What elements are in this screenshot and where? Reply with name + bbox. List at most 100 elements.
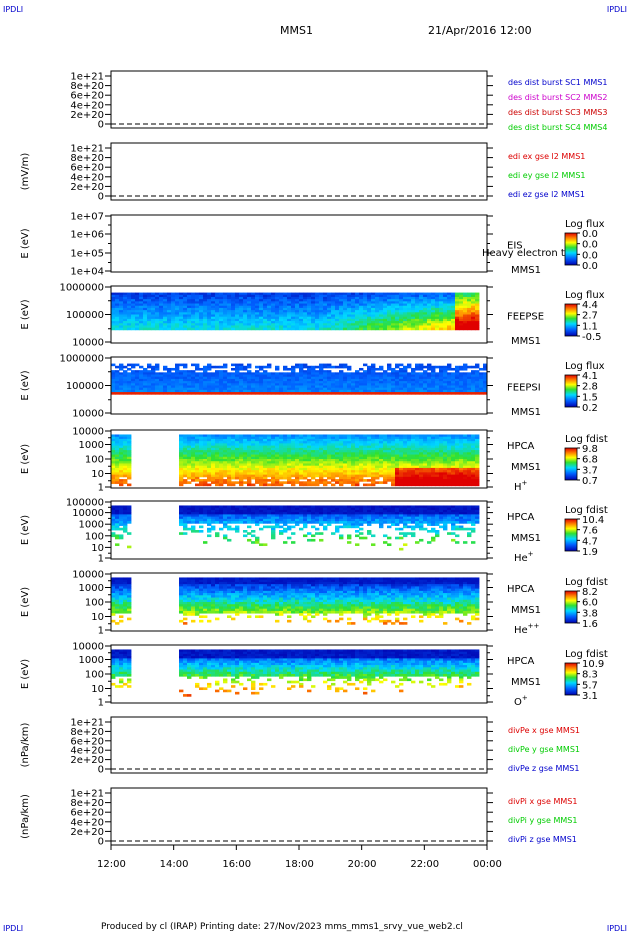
- spectrogram-cell: [267, 305, 272, 309]
- spectrogram-cell: [235, 454, 240, 458]
- spectrogram-cell: [379, 465, 384, 469]
- spectrogram-cell: [379, 321, 384, 324]
- spectrogram-cell: [371, 367, 376, 371]
- spectrogram-cell: [179, 294, 184, 298]
- spectrogram-cell: [431, 294, 436, 298]
- spectrogram-cell: [451, 307, 456, 311]
- spectrogram-cell: [227, 316, 232, 320]
- spectrogram-cell: [115, 450, 120, 453]
- spectrogram-cell: [467, 445, 472, 449]
- spectrogram-cell: [211, 301, 216, 304]
- spectrogram-cell: [119, 318, 124, 322]
- spectrogram-cell: [395, 299, 400, 302]
- spectrogram-cell: [223, 447, 228, 451]
- spectrogram-cell: [311, 296, 316, 300]
- spectrogram-cell: [203, 383, 208, 386]
- spectrogram-cell: [139, 299, 144, 302]
- spectrogram-cell: [367, 372, 372, 375]
- spectrogram-cell: [427, 307, 432, 311]
- spectrogram-cell: [271, 467, 276, 471]
- spectrogram-cell: [415, 472, 420, 476]
- spectrogram-cell: [475, 376, 480, 380]
- spectrogram-cell: [463, 323, 468, 326]
- spectrogram-cell: [243, 474, 248, 478]
- spectrogram-cell: [187, 459, 192, 462]
- spectrogram-cell: [395, 392, 400, 395]
- spectrogram-cell: [139, 387, 144, 391]
- spectrogram-cell: [123, 512, 128, 515]
- spectrogram-cell: [159, 321, 164, 324]
- spectrogram-cell: [123, 365, 128, 369]
- spectrogram-cell: [307, 301, 312, 304]
- spectrogram-cell: [299, 389, 304, 393]
- spectrogram-cell: [131, 372, 136, 375]
- spectrogram-cell: [119, 307, 124, 311]
- spectrogram-cell: [159, 383, 164, 386]
- spectrogram-cell: [123, 472, 128, 476]
- spectrogram-cell: [115, 376, 120, 380]
- spectrogram-cell: [383, 370, 388, 373]
- spectrogram-cell: [415, 443, 420, 447]
- spectrogram-cell: [307, 472, 312, 476]
- spectrogram-cell: [439, 310, 444, 313]
- spectrogram-cell: [327, 323, 332, 326]
- spectrogram-cell: [419, 459, 424, 462]
- spectrogram-cell: [251, 378, 256, 382]
- spectrogram-cell: [203, 314, 208, 318]
- spectrogram-cell: [351, 463, 356, 467]
- spectrogram-cell: [115, 383, 120, 386]
- spectrogram-cell: [179, 385, 184, 389]
- spectrogram-cell: [375, 327, 380, 331]
- spectrogram-cell: [235, 518, 240, 522]
- spectrogram-cell: [183, 463, 188, 467]
- spectrogram-cell: [275, 383, 280, 386]
- spectrogram-cell: [307, 310, 312, 313]
- spectrogram-cell: [243, 443, 248, 447]
- spectrogram-cell: [187, 314, 192, 318]
- spectrogram-cell: [351, 376, 356, 380]
- spectrogram-cell: [403, 316, 408, 320]
- spectrogram-cell: [199, 465, 204, 469]
- spectrogram-cell: [319, 383, 324, 386]
- spectrogram-cell: [319, 314, 324, 318]
- spectrogram-cell: [131, 316, 136, 320]
- spectrogram-cell: [347, 389, 352, 393]
- spectrogram-cell: [347, 296, 352, 300]
- spectrogram-cell: [467, 327, 472, 331]
- spectrogram-cell: [111, 476, 116, 480]
- spectrogram-cell: [323, 307, 328, 311]
- spectrogram-cell: [471, 472, 476, 476]
- spectrogram-cell: [163, 305, 168, 309]
- spectrogram-cell: [315, 445, 320, 449]
- spectrogram-cell: [391, 450, 396, 453]
- spectrogram-cell: [287, 452, 292, 455]
- spectrogram-cell: [467, 321, 472, 324]
- spectrogram-cell: [195, 299, 200, 302]
- spectrogram-cell: [215, 467, 220, 471]
- spectrogram-cell: [239, 376, 244, 380]
- spectrogram-cell: [375, 467, 380, 471]
- spectrogram-cell: [183, 389, 188, 393]
- spectrogram-cell: [387, 459, 392, 462]
- spectrogram-cell: [115, 381, 120, 384]
- spectrogram-cell: [195, 476, 200, 480]
- spectrogram-cell: [475, 318, 480, 322]
- spectrogram-cell: [231, 505, 236, 509]
- spectrogram-cell: [207, 530, 212, 533]
- spectrogram-cell: [223, 514, 228, 518]
- spectrogram-cell: [331, 312, 336, 315]
- spectrogram-cell: [451, 479, 456, 482]
- spectrogram-cell: [323, 454, 328, 458]
- spectrogram-cell: [139, 301, 144, 304]
- spectrogram-cell: [339, 474, 344, 478]
- spectrogram-cell: [403, 294, 408, 298]
- spectrogram-cell: [387, 461, 392, 464]
- spectrogram-cell: [311, 459, 316, 462]
- spectrogram-cell: [435, 327, 440, 331]
- spectrogram-cell: [211, 436, 216, 440]
- spectrogram-cell: [419, 470, 424, 473]
- spectrogram-cell: [327, 310, 332, 313]
- spectrogram-cell: [423, 321, 428, 324]
- spectrogram-cell: [207, 518, 212, 522]
- spectrogram-cell: [211, 383, 216, 386]
